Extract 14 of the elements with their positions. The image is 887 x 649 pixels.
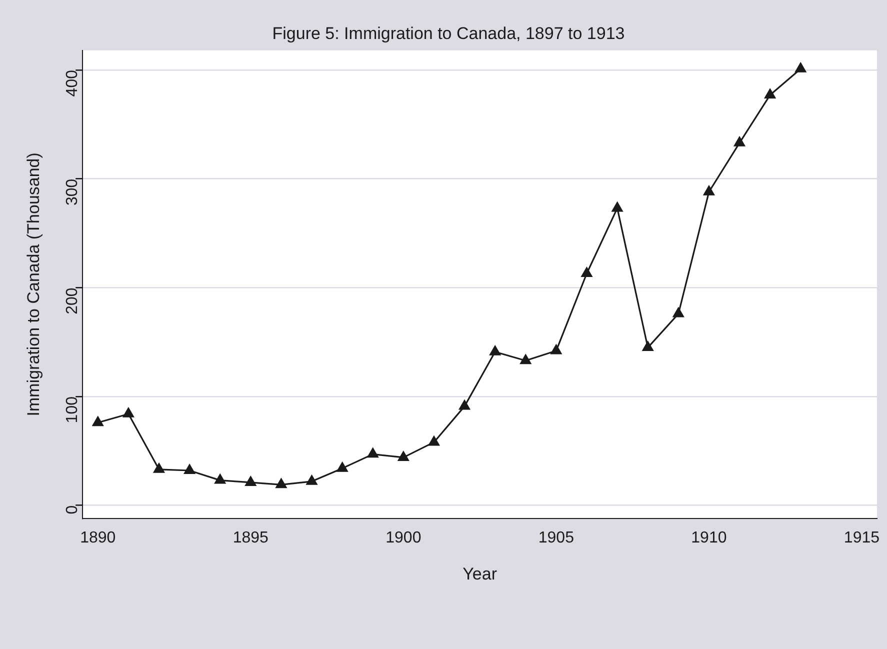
x-axis-title: Year (462, 564, 498, 584)
y-axis-title: Immigration to Canada (Thousand) (24, 152, 43, 416)
y-tick-label: 100 (64, 396, 82, 424)
y-tick-label: 400 (64, 70, 82, 97)
y-tick-label: 200 (64, 288, 82, 314)
x-tick-label: 1895 (232, 529, 269, 546)
y-tick-label: 0 (64, 505, 82, 514)
y-tick-label: 300 (64, 178, 82, 206)
x-tick-label: 1905 (538, 529, 574, 546)
x-tick-label: 1900 (386, 529, 422, 546)
chart-title: Figure 5: Immigration to Canada, 1897 to 1913 (272, 24, 625, 43)
x-tick-label: 1890 (80, 529, 116, 546)
x-tick-label: 1910 (691, 529, 727, 546)
x-tick-label: 1915 (844, 529, 880, 546)
